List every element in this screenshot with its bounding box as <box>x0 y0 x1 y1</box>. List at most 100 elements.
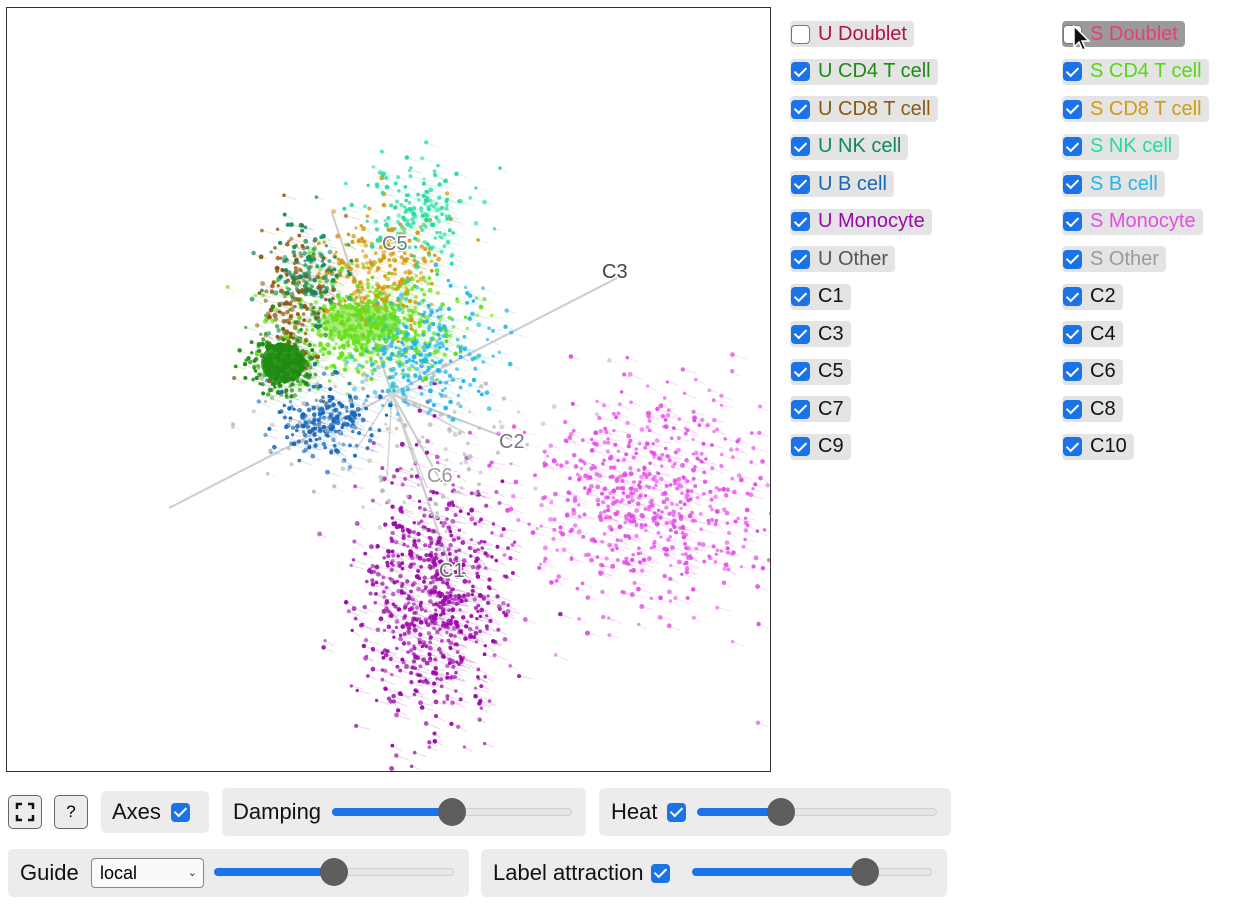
legend-checkbox[interactable] <box>1063 212 1082 231</box>
legend-label: C5 <box>818 360 844 382</box>
legend-item-u-cd8-t-cell[interactable]: U CD8 T cell <box>790 96 938 122</box>
legend-label: C10 <box>1090 435 1127 457</box>
guide-slider-thumb[interactable] <box>320 858 348 886</box>
legend-checkbox[interactable] <box>1063 437 1082 456</box>
legend-item-u-b-cell[interactable]: U B cell <box>790 171 894 197</box>
legend-item-c5[interactable]: C5 <box>790 358 851 385</box>
label-attraction-slider[interactable] <box>692 855 932 889</box>
legend-label: U Monocyte <box>818 210 925 232</box>
legend-checkbox[interactable] <box>1063 137 1082 156</box>
axis-c3-line <box>168 277 618 509</box>
legend-checkbox[interactable] <box>791 249 810 269</box>
legend-item-s-monocyte[interactable]: S Monocyte <box>1062 208 1203 235</box>
cell-points <box>225 140 770 771</box>
damping-slider[interactable] <box>332 795 572 829</box>
label-attraction-label: Label attraction <box>493 860 644 885</box>
legend-item-s-other[interactable]: S Other <box>1062 246 1166 272</box>
legend-checkbox[interactable] <box>791 287 810 306</box>
legend-label: S NK cell <box>1090 135 1173 157</box>
axes-label: Axes <box>112 799 161 824</box>
legend-item-c10[interactable]: C10 <box>1062 433 1134 460</box>
legend-label: C3 <box>818 322 844 345</box>
fullscreen-icon <box>15 802 35 822</box>
heat-slider-thumb[interactable] <box>767 798 795 826</box>
axis-c2-line <box>391 393 513 441</box>
legend-item-u-other[interactable]: U Other <box>790 246 896 272</box>
help-button-label: ? <box>66 802 76 821</box>
scatter-plot[interactable]: C3 C5 C2 C6 C1 <box>7 8 771 772</box>
legend-item-c7[interactable]: C7 <box>790 396 851 422</box>
label-attraction-slider-thumb[interactable] <box>850 858 879 886</box>
guide-select[interactable]: local ⌄ <box>91 858 204 888</box>
legend-checkbox[interactable] <box>1063 249 1082 269</box>
legend-item-c9[interactable]: C9 <box>790 433 851 460</box>
legend-label: U Doublet <box>818 22 907 45</box>
guide-label: Guide <box>20 860 79 885</box>
heat-slider[interactable] <box>697 795 937 829</box>
legend-label: S Doublet <box>1090 22 1178 45</box>
legend-checkbox[interactable] <box>791 437 810 456</box>
legend-item-c4[interactable]: C4 <box>1062 321 1123 347</box>
legend-checkbox[interactable] <box>1063 362 1082 381</box>
legend-label: S Other <box>1090 247 1159 270</box>
axis-c6-line <box>391 393 440 479</box>
legend-checkbox[interactable] <box>791 324 810 344</box>
legend-checkbox[interactable] <box>1063 287 1082 306</box>
legend-item-s-cd8-t-cell[interactable]: S CD8 T cell <box>1062 96 1209 122</box>
label-attraction-checkbox[interactable] <box>651 863 671 883</box>
legend-checkbox[interactable] <box>1063 174 1082 194</box>
legend-item-s-b-cell[interactable]: S B cell <box>1062 171 1165 197</box>
axes-checkbox[interactable] <box>170 802 190 822</box>
legend-checkbox[interactable] <box>791 362 810 381</box>
legend-item-c2[interactable]: C2 <box>1062 283 1123 310</box>
legend-item-s-cd4-t-cell[interactable]: S CD4 T cell <box>1062 58 1209 85</box>
legend-checkbox[interactable] <box>1063 62 1082 81</box>
legend-item-c1[interactable]: C1 <box>790 283 851 310</box>
legend-item-c6[interactable]: C6 <box>1062 358 1123 385</box>
legend-label: U CD4 T cell <box>818 60 931 82</box>
legend-label: U Other <box>818 247 889 270</box>
legend-label: C4 <box>1090 322 1116 345</box>
axis-c9-line <box>356 393 393 449</box>
guide-select-value: local <box>100 862 138 883</box>
legend-item-c3[interactable]: C3 <box>790 321 851 347</box>
legend-item-u-monocyte[interactable]: U Monocyte <box>790 208 932 235</box>
embedding-3d-viewport[interactable]: C3 C5 C2 C6 C1 <box>6 7 771 772</box>
legend-checkbox[interactable] <box>791 99 810 119</box>
legend-item-u-cd4-t-cell[interactable]: U CD4 T cell <box>790 58 938 85</box>
fullscreen-button[interactable] <box>8 795 42 829</box>
heat-checkbox[interactable] <box>667 802 687 822</box>
legend-checkbox[interactable] <box>791 174 810 194</box>
axes-toggle[interactable]: Axes <box>101 791 209 833</box>
legend-label: C1 <box>818 285 844 307</box>
legend-checkbox[interactable] <box>791 399 810 419</box>
legend-checkbox[interactable] <box>791 212 810 231</box>
legend-checkbox[interactable] <box>1063 99 1082 119</box>
u-cd4-dense-core <box>261 343 305 383</box>
legend-item-u-nk-cell[interactable]: U NK cell <box>790 133 909 160</box>
guide-slider[interactable] <box>214 855 454 889</box>
legend-checkbox[interactable] <box>791 137 810 156</box>
damping-slider-thumb[interactable] <box>438 798 466 826</box>
mouse-cursor-icon <box>1073 25 1091 52</box>
legend-label: C9 <box>818 435 844 457</box>
help-button[interactable]: ? <box>54 795 88 829</box>
legend-checkbox[interactable] <box>791 62 810 81</box>
legend-checkbox[interactable] <box>791 24 810 44</box>
s-cd4-dense-core <box>324 305 400 341</box>
legend-item-s-nk-cell[interactable]: S NK cell <box>1062 133 1180 160</box>
axis-labels: C3 C5 C2 C6 C1 <box>381 232 630 584</box>
legend-item-u-doublet[interactable]: U Doublet <box>790 21 914 47</box>
legend-label: C6 <box>1090 360 1116 382</box>
axis-label-c2: C2 <box>499 431 525 453</box>
legend-item-c8[interactable]: C8 <box>1062 396 1123 422</box>
damping-label: Damping <box>233 799 322 824</box>
axis-label-c1: C1 <box>439 560 465 582</box>
axis-label-c5: C5 <box>382 233 408 255</box>
axis-label-c6: C6 <box>427 465 453 487</box>
legend-label: U CD8 T cell <box>818 97 931 120</box>
legend-label: U NK cell <box>818 135 902 157</box>
axis-c8-line <box>391 393 428 489</box>
legend-checkbox[interactable] <box>1063 399 1082 419</box>
legend-checkbox[interactable] <box>1063 324 1082 344</box>
